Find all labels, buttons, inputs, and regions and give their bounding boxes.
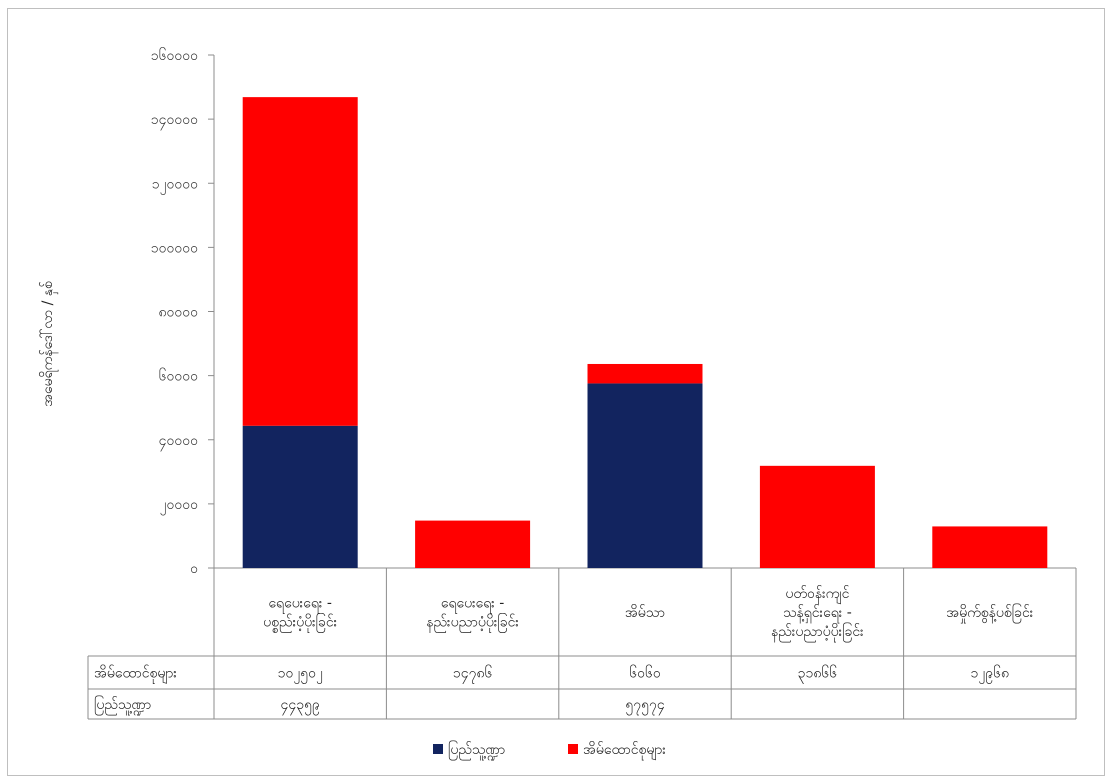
legend-label-household: အိမ်ထောင်စုများ	[583, 742, 666, 760]
y-tick-label: ၀	[190, 561, 198, 577]
data-table: ရေပေးရေး -ပစ္စည်းပံ့ပိုးခြင်းရေပေးရေး -န…	[87, 568, 1077, 720]
y-tick-label: ၂၀၀၀၀	[160, 497, 199, 515]
bar-household-0	[242, 97, 358, 426]
bar-household-3	[759, 465, 875, 568]
y-tick-label: ၁၄၀၀၀၀	[151, 112, 198, 130]
y-tick-label: ၁၂၀၀၀၀	[152, 176, 198, 194]
table-row-header: အိမ်ထောင်စုများ	[94, 666, 177, 684]
y-tick-label: ၁၀၀၀၀၀	[151, 240, 198, 256]
stacked-bar-chart: ၀၂၀၀၀၀၄၀၀၀၀၆၀၀၀၀၈၀၀၀၀၁၀၀၀၀၀၁၂၀၀၀၀၁၄၀၀၀၀၁…	[40, 48, 1077, 760]
table-row-header: ပြည်သူ့ဏ္ဍာ	[94, 696, 151, 715]
category-label: ပတ်ဝန်းကျင်	[785, 586, 849, 604]
category-label: အမှိုက်စွန့်ပစ်ခြင်း	[946, 604, 1034, 623]
category-label: နည်းပညာပံ့ပိုးခြင်း	[426, 614, 519, 633]
data-label: ၆၀၆၀	[629, 666, 661, 682]
legend-swatch-public	[433, 744, 443, 754]
data-label: ၁၀၂၅၀၂	[278, 666, 323, 684]
legend-label-public: ပြည်သူ့ဏ္ဍာ	[448, 741, 505, 760]
data-label: ၃၁၈၆၆	[798, 666, 838, 684]
y-tick-label: ၆၀၀၀၀	[159, 369, 199, 385]
y-tick-label: ၁၆၀၀၀၀	[151, 48, 198, 64]
category-label: ရေပေးရေး -	[441, 596, 504, 614]
legend-swatch-household	[568, 744, 578, 754]
category-label: အိမ်သာ	[625, 605, 665, 621]
chart-frame: ၀၂၀၀၀၀ ၄၀၀၀၀ ၆၀၀၀၀ ၈၀၀၀၀ ၁၀၀၀၀၀ ၁၂၀၀၀၀ ၁၄၀၀၀၀၁…	[7, 8, 1105, 776]
bars	[214, 97, 1076, 569]
y-axis: ၀ ၂၀၀၀၀ ၄၀၀၀၀ ၆၀၀၀၀ ၈၀၀၀၀ ၁၀၀၀၀၀ ၁၂၀၀၀၀ ၁၄၀၀၀၀ ၁…	[151, 48, 215, 577]
data-label: ၁၄၇၈၆	[453, 666, 493, 684]
bar-household-4	[932, 526, 1048, 568]
category-label: ရေပေးရေး -	[268, 596, 331, 614]
bar-public-2	[587, 383, 703, 568]
category-label: နည်းပညာပံ့ပိုးခြင်း	[771, 623, 864, 642]
category-label: ပစ္စည်းပံ့ပိုးခြင်း	[263, 614, 337, 633]
y-tick-label: ၈၀၀၀၀	[159, 305, 199, 321]
bar-household-1	[415, 520, 531, 568]
bar-public-0	[242, 425, 358, 568]
bar-household-2	[587, 363, 703, 384]
data-label: ၄၄၃၅၉	[281, 697, 321, 715]
y-axis-label: အမေရိကန်ဒေါ်လာ / နှစ်	[40, 281, 58, 407]
y-tick-label: ၄၀၀၀၀	[159, 433, 199, 451]
legend: ပြည်သူ့ဏ္ဍာ အိမ်ထောင်စုများ	[433, 741, 666, 760]
data-label: ၁၂၉၆၈	[971, 666, 1010, 684]
data-label: ၅၇၅၇၄	[625, 697, 665, 715]
category-label: သန့်ရှင်းရေး -	[783, 605, 852, 623]
